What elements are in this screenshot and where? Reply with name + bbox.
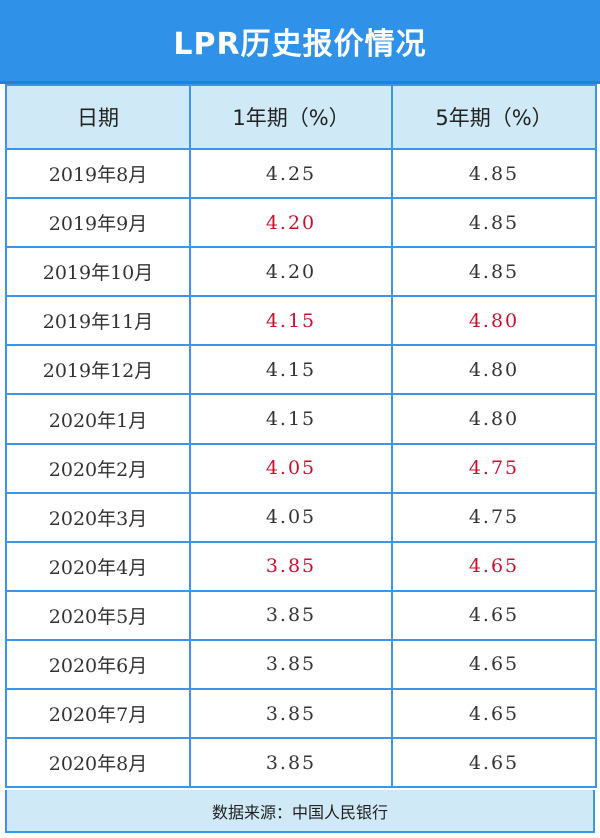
cell-five-year-rate: 4.80 [391,393,597,445]
table-row: 2020年8月 3.85 4.65 [5,737,597,789]
cell-date: 2019年8月 [5,147,191,200]
cell-date: 2020年4月 [5,540,191,592]
cell-one-year-rate: 4.20 [189,197,393,249]
table-row: 2019年8月 4.25 4.85 [5,147,597,200]
table-row: 2020年6月 3.85 4.65 [5,638,597,691]
cell-five-year-rate: 4.75 [391,442,597,494]
table-row: 2020年3月 4.05 4.75 [5,491,597,543]
table-row: 2019年12月 4.15 4.80 [5,344,597,396]
cell-date: 2020年5月 [5,589,191,641]
cell-date: 2020年7月 [5,688,191,740]
cell-date: 2019年11月 [5,295,191,347]
cell-date: 2020年2月 [5,442,191,494]
cell-five-year-rate: 4.75 [391,491,597,543]
page-title: LPR历史报价情况 [0,0,600,84]
cell-five-year-rate: 4.85 [391,197,597,249]
cell-five-year-rate: 4.65 [391,540,597,592]
header-one-year: 1年期（%） [189,84,393,150]
cell-one-year-rate: 4.15 [189,393,393,445]
cell-five-year-rate: 4.80 [391,344,597,396]
cell-date: 2019年9月 [5,197,191,249]
cell-one-year-rate: 3.85 [189,737,393,789]
cell-five-year-rate: 4.65 [391,589,597,641]
table-row: 2019年10月 4.20 4.85 [5,246,597,298]
cell-five-year-rate: 4.85 [391,147,597,200]
table-row: 2020年2月 4.05 4.75 [5,442,597,494]
cell-date: 2020年1月 [5,393,191,445]
cell-one-year-rate: 4.20 [189,246,393,298]
table-row: 2020年7月 3.85 4.65 [5,688,597,740]
cell-one-year-rate: 4.15 [189,344,393,396]
cell-one-year-rate: 4.15 [189,295,393,347]
data-source-note: 数据来源：中国人民银行 [5,790,595,833]
cell-five-year-rate: 4.65 [391,688,597,740]
table-row: 2020年4月 3.85 4.65 [5,540,597,592]
cell-date: 2019年12月 [5,344,191,396]
table-row: 2019年11月 4.15 4.80 [5,295,597,347]
cell-one-year-rate: 4.05 [189,442,393,494]
cell-five-year-rate: 4.65 [391,638,597,691]
cell-date: 2020年3月 [5,491,191,543]
table-body: 2019年8月 4.25 4.85 2019年9月 4.20 4.85 2019年10月 4.… [5,147,597,789]
lpr-rate-table: 日期 1年期（%） 5年期（%） 2019年8月 4.25 4.85 2019年9月 4… [5,84,597,789]
cell-one-year-rate: 4.25 [189,147,393,200]
table-row: 2020年1月 4.15 4.80 [5,393,597,445]
cell-one-year-rate: 3.85 [189,589,393,641]
cell-five-year-rate: 4.85 [391,246,597,298]
header-date: 日期 [5,84,191,150]
cell-one-year-rate: 3.85 [189,688,393,740]
cell-one-year-rate: 4.05 [189,491,393,543]
cell-five-year-rate: 4.65 [391,737,597,789]
header-five-year: 5年期（%） [391,84,597,150]
cell-one-year-rate: 3.85 [189,540,393,592]
table-row: 2020年5月 3.85 4.65 [5,589,597,641]
cell-date: 2020年8月 [5,737,191,789]
table-header-row: 日期 1年期（%） 5年期（%） [5,84,597,150]
cell-date: 2020年6月 [5,638,191,691]
cell-one-year-rate: 3.85 [189,638,393,691]
cell-five-year-rate: 4.80 [391,295,597,347]
table-row: 2019年9月 4.20 4.85 [5,197,597,249]
cell-date: 2019年10月 [5,246,191,298]
